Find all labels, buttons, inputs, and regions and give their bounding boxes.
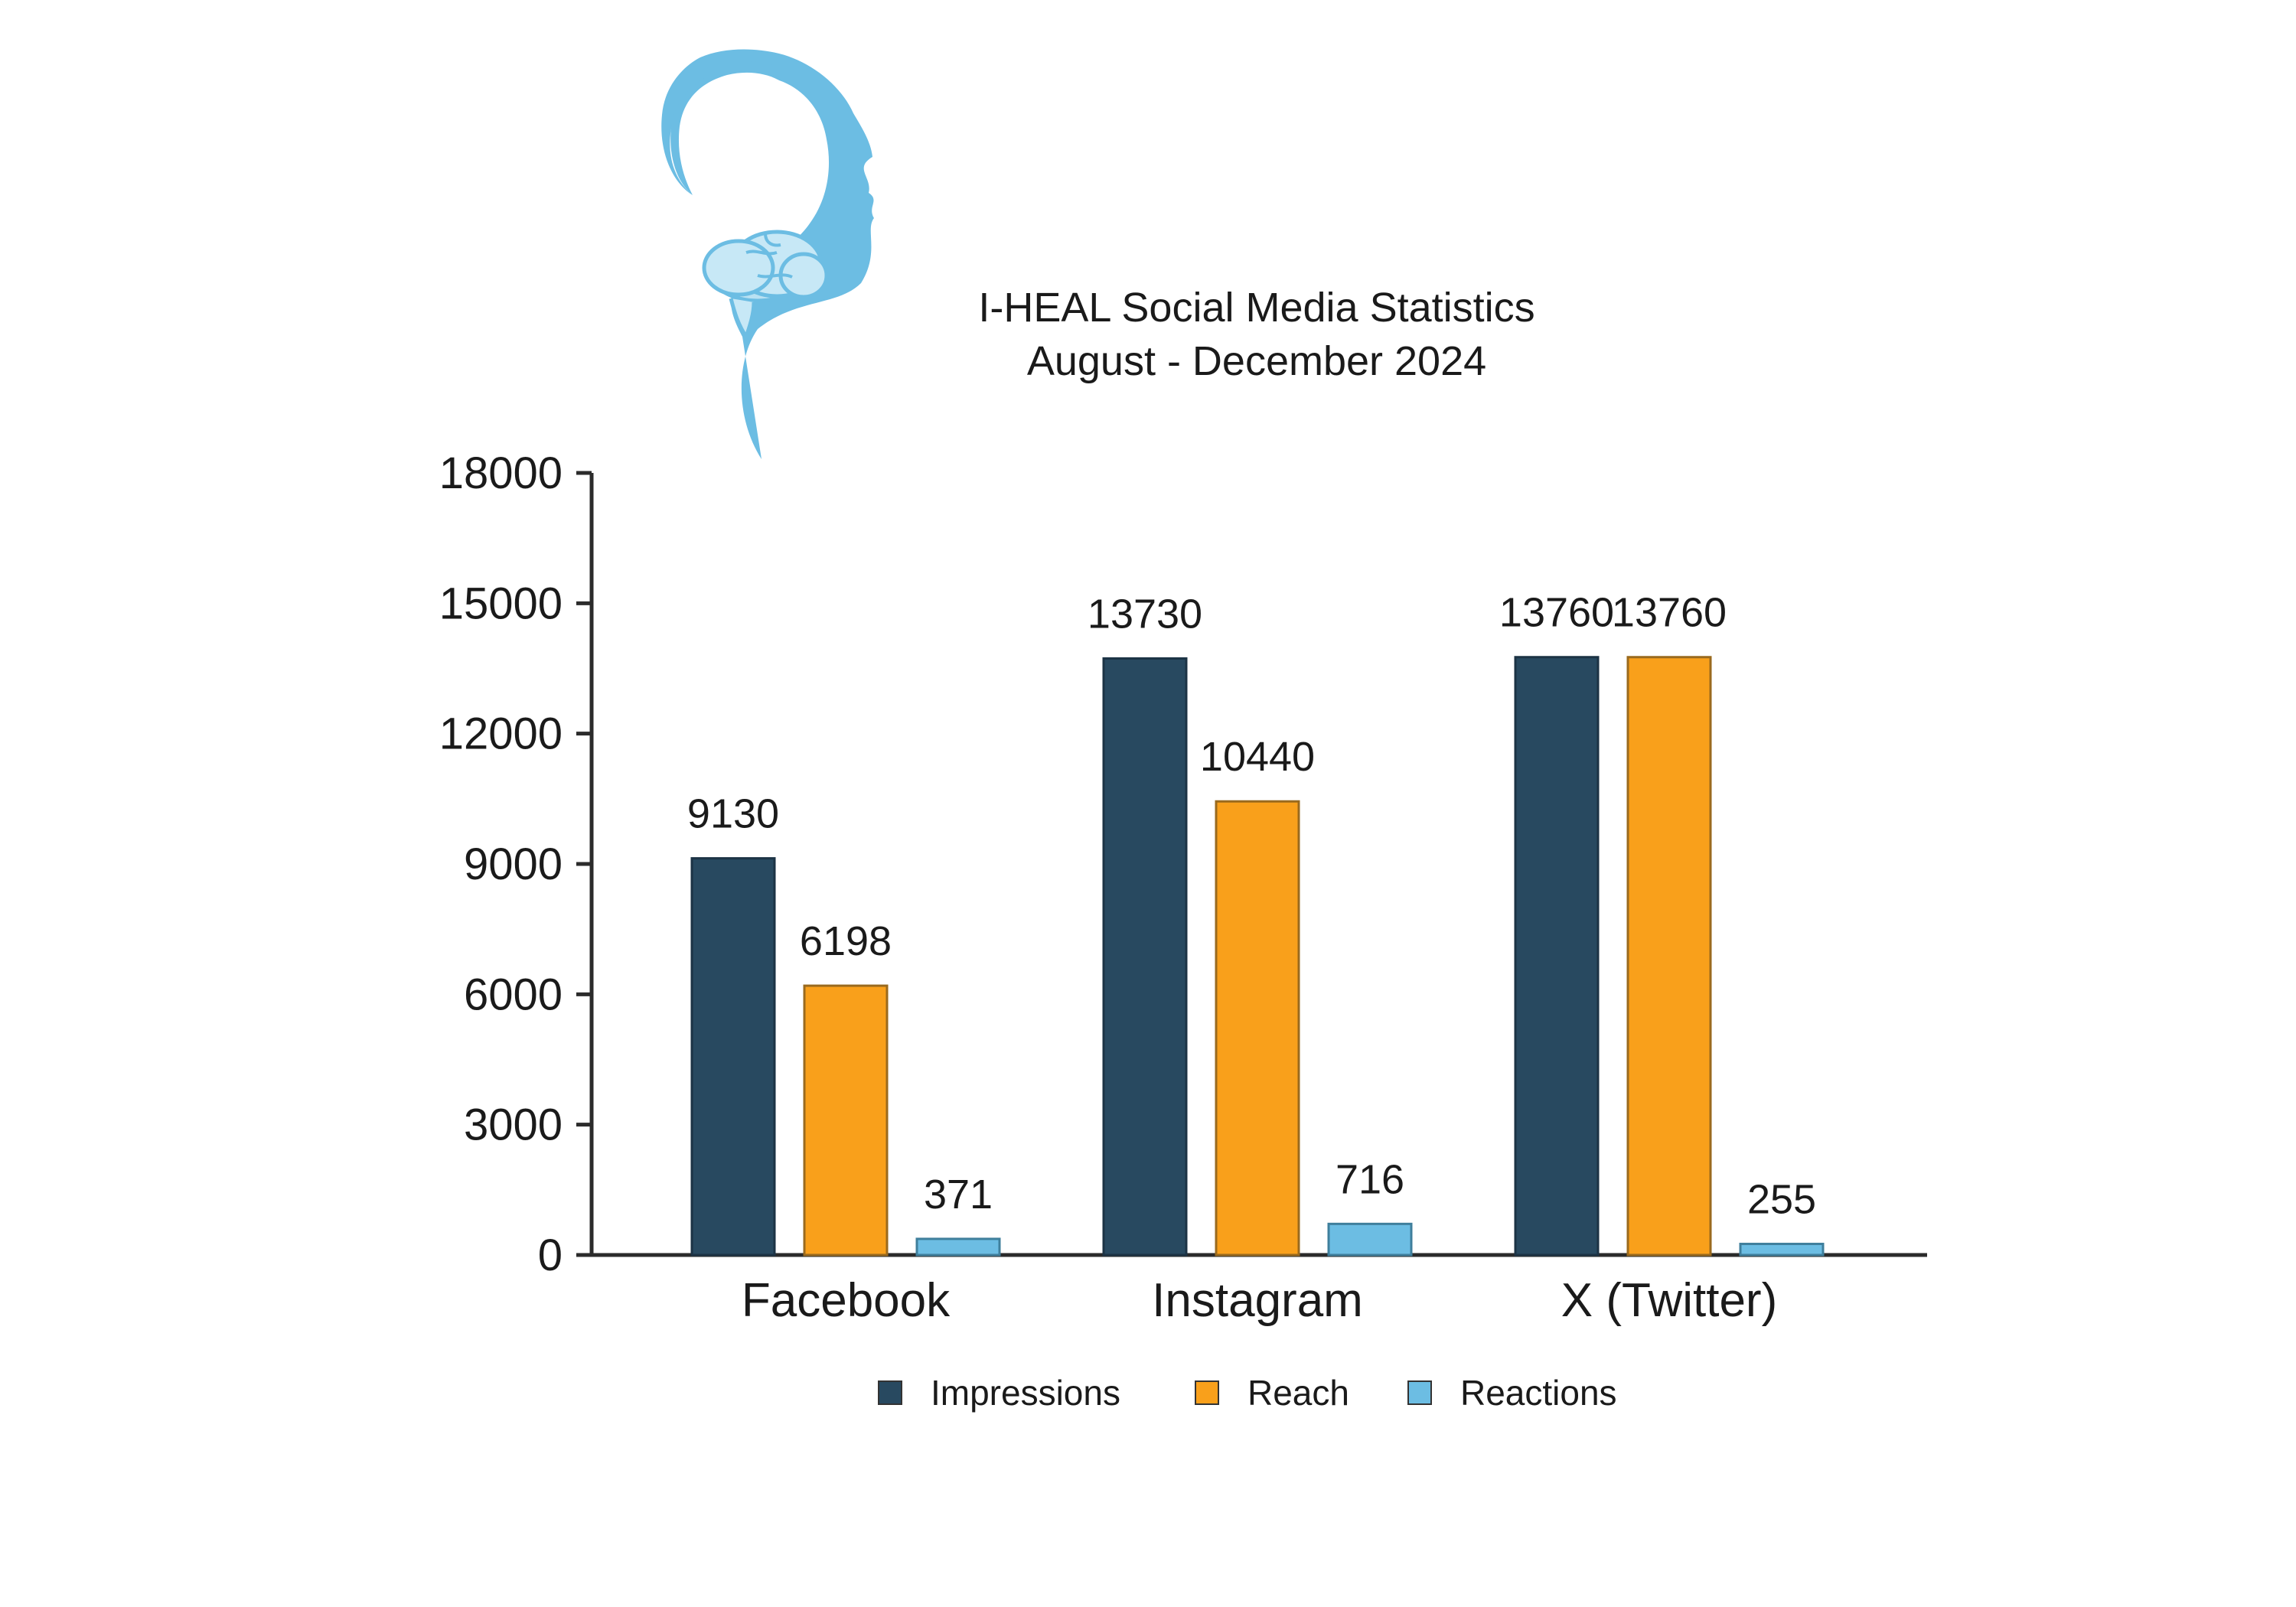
brain-icon	[702, 230, 829, 341]
category-label: Instagram	[1152, 1274, 1363, 1327]
y-tick-label: 0	[538, 1231, 563, 1280]
chart-subtitle: August - December 2024	[1027, 338, 1486, 384]
y-tick-label: 15000	[439, 579, 563, 628]
data-label: 9130	[687, 791, 779, 837]
legend-label: Reactions	[1460, 1373, 1617, 1413]
bar-reach-2	[1626, 656, 1712, 1257]
y-tick-label: 6000	[464, 970, 563, 1019]
y-axis-ticks: 0 3000 6000 9000 12000 15000 18000	[439, 448, 592, 1280]
bar-reach-0	[803, 984, 889, 1257]
legend-swatch	[1195, 1380, 1219, 1405]
data-label: 371	[924, 1172, 993, 1217]
y-tick-label: 18000	[439, 448, 563, 498]
legend: Impressions Reach Reactions	[878, 1373, 1617, 1413]
y-tick-label: 9000	[464, 839, 563, 889]
legend-label: Impressions	[931, 1373, 1120, 1413]
data-label: 13730	[1088, 591, 1202, 637]
bar-impressions-2	[1514, 656, 1600, 1257]
category-label: X (Twitter)	[1561, 1274, 1777, 1327]
data-label: 10440	[1200, 734, 1315, 780]
y-tick-label: 3000	[464, 1100, 563, 1150]
data-label: 6198	[800, 918, 892, 964]
y-tick-label: 12000	[439, 709, 563, 759]
category-labels: Facebook Instagram X (Twitter)	[742, 1274, 1777, 1327]
bars	[690, 656, 1825, 1257]
bar-impressions-0	[690, 857, 776, 1257]
bar-impressions-1	[1102, 657, 1188, 1257]
category-label: Facebook	[742, 1274, 951, 1327]
chart-title: I-HEAL Social Media Statistics	[978, 285, 1534, 331]
data-label: 13760	[1499, 590, 1614, 636]
bar-reactions-2	[1739, 1243, 1825, 1257]
bar-reactions-1	[1327, 1222, 1413, 1257]
head-brain-icon	[661, 49, 874, 459]
bar-reactions-0	[915, 1237, 1001, 1257]
legend-label: Reach	[1247, 1373, 1349, 1413]
legend-swatch	[878, 1380, 902, 1405]
data-label: 716	[1336, 1156, 1404, 1202]
bar-reach-1	[1215, 800, 1300, 1257]
data-label: 13760	[1612, 590, 1727, 636]
legend-swatch	[1407, 1380, 1432, 1405]
data-label: 255	[1747, 1177, 1816, 1223]
